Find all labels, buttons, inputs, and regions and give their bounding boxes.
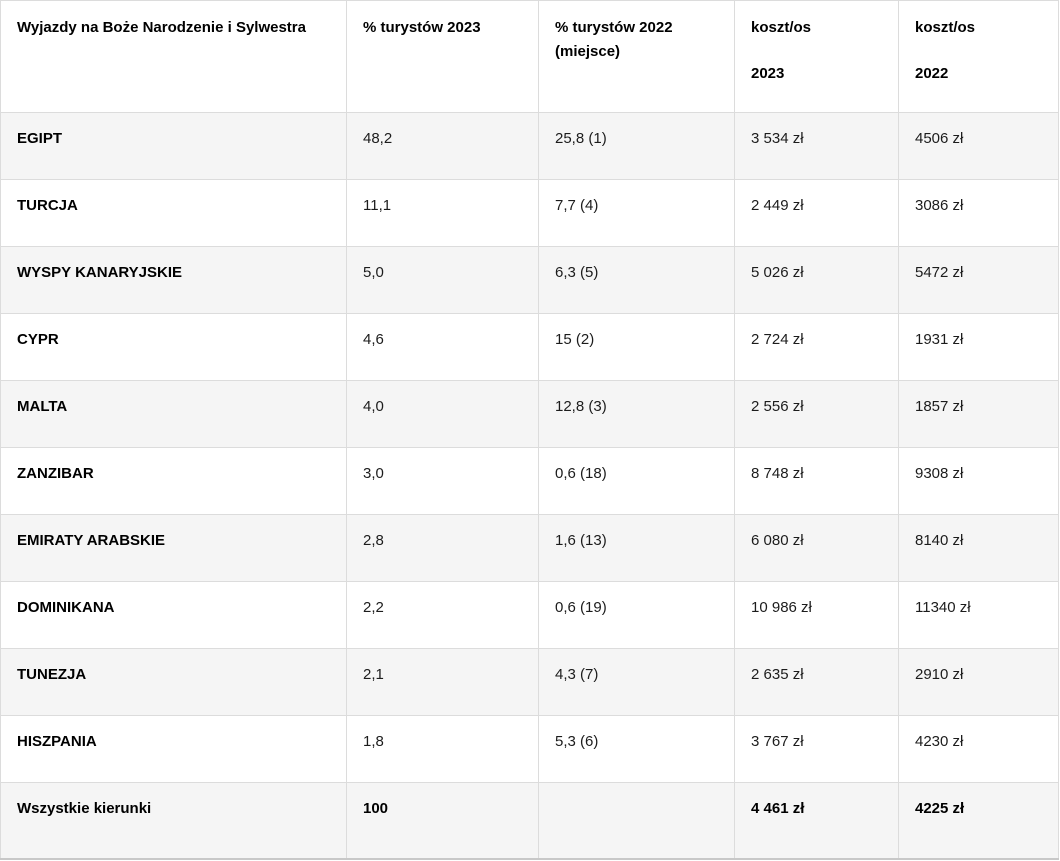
cost-2023-cell: 2 449 zł <box>734 179 899 247</box>
header-cost-2023-label: koszt/os <box>751 19 812 36</box>
cost-2022-cell: 4225 zł <box>898 782 1059 859</box>
row-turcja: TURCJA 11,1 7,7 (4) 2 449 zł 3086 zł <box>0 179 1059 247</box>
pct-2023-cell: 3,0 <box>346 447 539 515</box>
cost-2022-cell: 5472 zł <box>898 246 1059 314</box>
pct-2022-cell: 7,7 (4) <box>538 179 735 247</box>
pct-2022-cell: 4,3 (7) <box>538 648 735 716</box>
header-destination: Wyjazdy na Boże Narodzenie i Sylwestra <box>0 0 347 113</box>
row-egipt: EGIPT 48,2 25,8 (1) 3 534 zł 4506 zł <box>0 112 1059 180</box>
pct-2022-cell <box>538 782 735 859</box>
pct-2022-cell: 5,3 (6) <box>538 715 735 783</box>
cost-2022-cell: 1857 zł <box>898 380 1059 448</box>
row-zanzibar: ZANZIBAR 3,0 0,6 (18) 8 748 zł 9308 zł <box>0 447 1059 515</box>
pct-2023-cell: 11,1 <box>346 179 539 247</box>
pct-2023-cell: 2,8 <box>346 514 539 582</box>
pct-2023-cell: 4,0 <box>346 380 539 448</box>
pct-2023-cell: 2,2 <box>346 581 539 649</box>
cost-2022-cell: 4506 zł <box>898 112 1059 180</box>
pct-2022-cell: 6,3 (5) <box>538 246 735 314</box>
row-tunezja: TUNEZJA 2,1 4,3 (7) 2 635 zł 2910 zł <box>0 648 1059 716</box>
destination-cell: TURCJA <box>0 179 347 247</box>
cost-2023-cell: 2 556 zł <box>734 380 899 448</box>
pct-2022-cell: 0,6 (19) <box>538 581 735 649</box>
cost-2023-cell: 2 724 zł <box>734 313 899 381</box>
row-cypr: CYPR 4,6 15 (2) 2 724 zł 1931 zł <box>0 313 1059 381</box>
cost-2023-cell: 3 534 zł <box>734 112 899 180</box>
pct-2023-cell: 5,0 <box>346 246 539 314</box>
destination-cell: WYSPY KANARYJSKIE <box>0 246 347 314</box>
pct-2023-cell: 1,8 <box>346 715 539 783</box>
header-cost-2022-label: koszt/os <box>915 19 976 36</box>
cost-2023-cell: 8 748 zł <box>734 447 899 515</box>
destination-cell: MALTA <box>0 380 347 448</box>
destination-cell: ZANZIBAR <box>0 447 347 515</box>
row-malta: MALTA 4,0 12,8 (3) 2 556 zł 1857 zł <box>0 380 1059 448</box>
row-hiszpania: HISZPANIA 1,8 5,3 (6) 3 767 zł 4230 zł <box>0 715 1059 783</box>
row-total-all-directions: Wszystkie kierunki 100 4 461 zł 4225 zł <box>0 782 1059 859</box>
cost-2022-cell: 2910 zł <box>898 648 1059 716</box>
header-cost-2022: koszt/os 2022 <box>898 0 1059 113</box>
cost-2022-cell: 3086 zł <box>898 179 1059 247</box>
pct-2022-cell: 0,6 (18) <box>538 447 735 515</box>
destination-cell: Wszystkie kierunki <box>0 782 347 859</box>
row-dominikana: DOMINIKANA 2,2 0,6 (19) 10 986 zł 11340 … <box>0 581 1059 649</box>
destination-cell: EGIPT <box>0 112 347 180</box>
header-cost-2023: koszt/os 2023 <box>734 0 899 113</box>
header-pct-2023: % turystów 2023 <box>346 0 539 113</box>
cost-2022-cell: 8140 zł <box>898 514 1059 582</box>
cost-2022-cell: 1931 zł <box>898 313 1059 381</box>
row-wyspy-kanaryjskie: WYSPY KANARYJSKIE 5,0 6,3 (5) 5 026 zł 5… <box>0 246 1059 314</box>
header-cost-2023-year: 2023 <box>751 65 785 82</box>
cost-2022-cell: 4230 zł <box>898 715 1059 783</box>
cost-2023-cell: 4 461 zł <box>734 782 899 859</box>
destination-cell: CYPR <box>0 313 347 381</box>
cost-2023-cell: 6 080 zł <box>734 514 899 582</box>
cost-2022-cell: 9308 zł <box>898 447 1059 515</box>
cost-2023-cell: 10 986 zł <box>734 581 899 649</box>
pct-2022-cell: 25,8 (1) <box>538 112 735 180</box>
header-cost-2022-year: 2022 <box>915 65 949 82</box>
destination-cell: DOMINIKANA <box>0 581 347 649</box>
cost-2023-cell: 2 635 zł <box>734 648 899 716</box>
pct-2023-cell: 100 <box>346 782 539 859</box>
pct-2022-cell: 15 (2) <box>538 313 735 381</box>
pct-2022-cell: 12,8 (3) <box>538 380 735 448</box>
destination-cell: HISZPANIA <box>0 715 347 783</box>
pct-2022-cell: 1,6 (13) <box>538 514 735 582</box>
cost-2023-cell: 3 767 zł <box>734 715 899 783</box>
header-pct-2022: % turystów 2022 (miejsce) <box>538 0 735 113</box>
row-emiraty-arabskie: EMIRATY ARABSKIE 2,8 1,6 (13) 6 080 zł 8… <box>0 514 1059 582</box>
destination-cell: EMIRATY ARABSKIE <box>0 514 347 582</box>
pct-2023-cell: 2,1 <box>346 648 539 716</box>
cost-2022-cell: 11340 zł <box>898 581 1059 649</box>
header-row: Wyjazdy na Boże Narodzenie i Sylwestra %… <box>0 0 1059 113</box>
destination-cell: TUNEZJA <box>0 648 347 716</box>
cost-2023-cell: 5 026 zł <box>734 246 899 314</box>
pct-2023-cell: 4,6 <box>346 313 539 381</box>
pct-2023-cell: 48,2 <box>346 112 539 180</box>
